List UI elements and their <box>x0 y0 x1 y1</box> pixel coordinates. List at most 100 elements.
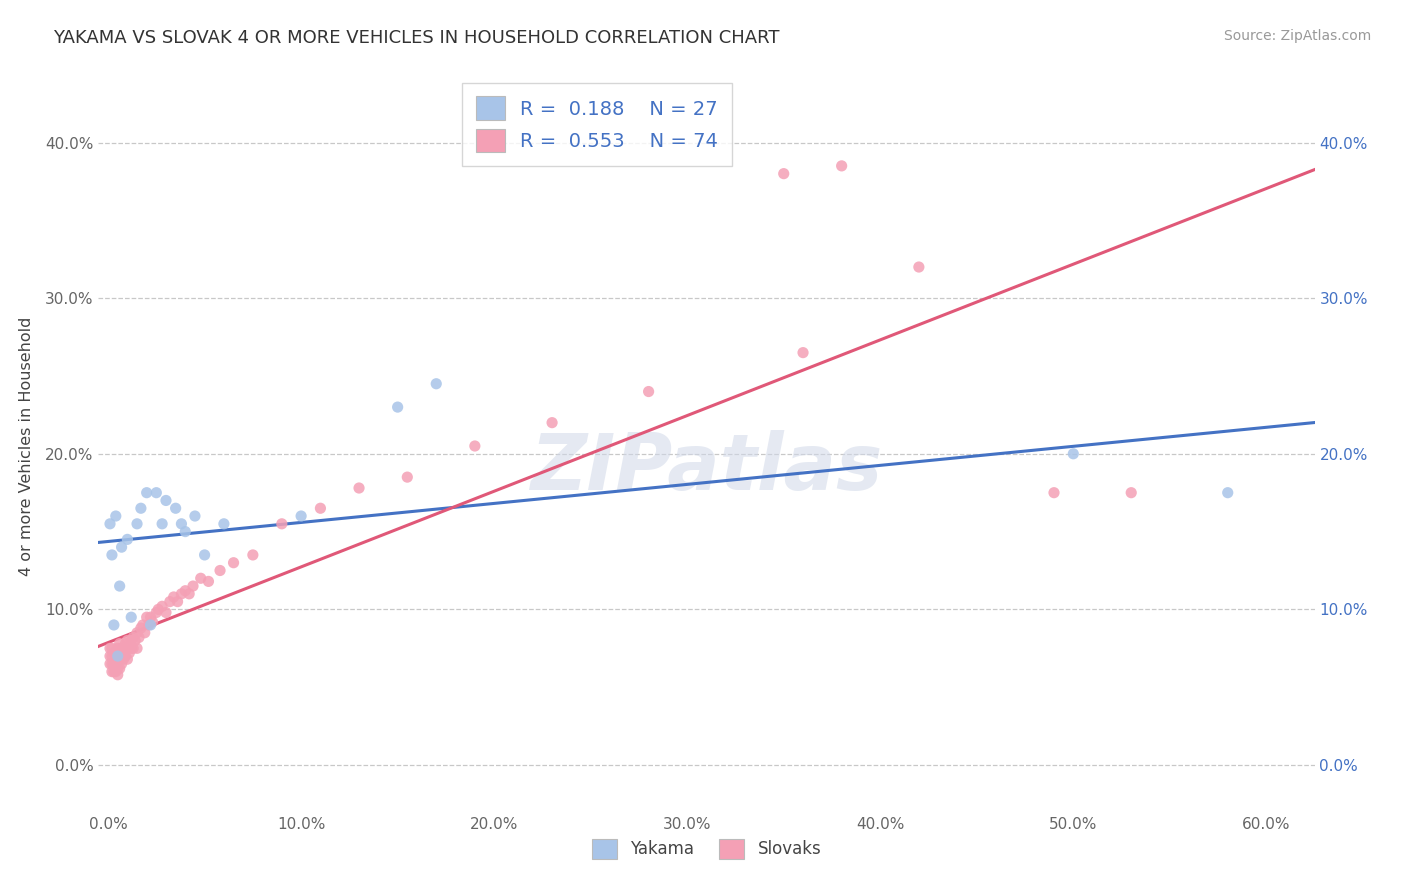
Point <box>212 516 235 531</box>
Point <box>242 548 264 562</box>
Point <box>270 516 292 531</box>
Point <box>114 637 136 651</box>
Point <box>120 641 142 656</box>
Point <box>98 657 121 671</box>
Point <box>108 661 131 675</box>
Point <box>138 618 160 632</box>
Point <box>98 649 121 664</box>
Point <box>103 618 125 632</box>
Point <box>125 516 148 531</box>
Point <box>107 641 129 656</box>
Point <box>108 579 131 593</box>
Point <box>112 641 135 656</box>
Point <box>174 583 197 598</box>
Point <box>101 548 124 562</box>
Point <box>110 641 132 656</box>
Point <box>170 516 193 531</box>
Text: ZIPatlas: ZIPatlas <box>530 430 883 506</box>
Point <box>129 501 152 516</box>
Point <box>1121 485 1143 500</box>
Point <box>110 649 132 664</box>
Point <box>101 641 124 656</box>
Point <box>135 485 157 500</box>
Point <box>103 657 125 671</box>
Point <box>166 594 188 608</box>
Point <box>125 625 148 640</box>
Point <box>104 665 127 679</box>
Point <box>135 610 157 624</box>
Point <box>128 631 150 645</box>
Point <box>425 376 447 391</box>
Point <box>181 579 204 593</box>
Point <box>792 345 814 359</box>
Point <box>107 652 129 666</box>
Point <box>179 587 201 601</box>
Point <box>209 564 232 578</box>
Point <box>190 571 212 585</box>
Y-axis label: 4 or more Vehicles in Household: 4 or more Vehicles in Household <box>18 317 34 575</box>
Point <box>117 533 139 547</box>
Point <box>104 657 127 671</box>
Point <box>159 594 181 608</box>
Point <box>150 516 173 531</box>
Point <box>155 606 177 620</box>
Point <box>117 633 139 648</box>
Point <box>132 618 155 632</box>
Point <box>772 167 794 181</box>
Point <box>290 509 312 524</box>
Point <box>309 501 332 516</box>
Point <box>184 509 207 524</box>
Point <box>396 470 419 484</box>
Point <box>108 646 131 660</box>
Text: Source: ZipAtlas.com: Source: ZipAtlas.com <box>1223 29 1371 43</box>
Point <box>110 657 132 671</box>
Point <box>145 485 167 500</box>
Point <box>118 646 141 660</box>
Point <box>163 590 186 604</box>
Point <box>110 540 132 554</box>
Point <box>637 384 659 399</box>
Point <box>122 631 145 645</box>
Point <box>129 621 152 635</box>
Point <box>125 641 148 656</box>
Point <box>98 641 121 656</box>
Point <box>194 548 217 562</box>
Point <box>139 618 162 632</box>
Point <box>141 615 163 629</box>
Point <box>104 649 127 664</box>
Point <box>107 649 129 664</box>
Point <box>101 657 124 671</box>
Point <box>145 606 167 620</box>
Point <box>1062 447 1084 461</box>
Point <box>117 652 139 666</box>
Point <box>103 665 125 679</box>
Point <box>155 493 177 508</box>
Point <box>1043 485 1066 500</box>
Point <box>222 556 245 570</box>
Point <box>831 159 853 173</box>
Point <box>114 649 136 664</box>
Point <box>541 416 564 430</box>
Point <box>197 574 219 589</box>
Point <box>134 625 156 640</box>
Point <box>120 633 142 648</box>
Point <box>108 652 131 666</box>
Point <box>120 610 142 624</box>
Point <box>108 637 131 651</box>
Point <box>908 260 931 274</box>
Point <box>98 516 121 531</box>
Point <box>104 509 127 524</box>
Point <box>101 649 124 664</box>
Point <box>122 641 145 656</box>
Point <box>139 610 162 624</box>
Point <box>148 602 170 616</box>
Point <box>150 599 173 614</box>
Point <box>103 646 125 660</box>
Point <box>464 439 486 453</box>
Point <box>170 587 193 601</box>
Point <box>101 665 124 679</box>
Point <box>165 501 187 516</box>
Legend: Yakama, Slovaks: Yakama, Slovaks <box>585 832 828 865</box>
Point <box>174 524 197 539</box>
Point <box>1216 485 1239 500</box>
